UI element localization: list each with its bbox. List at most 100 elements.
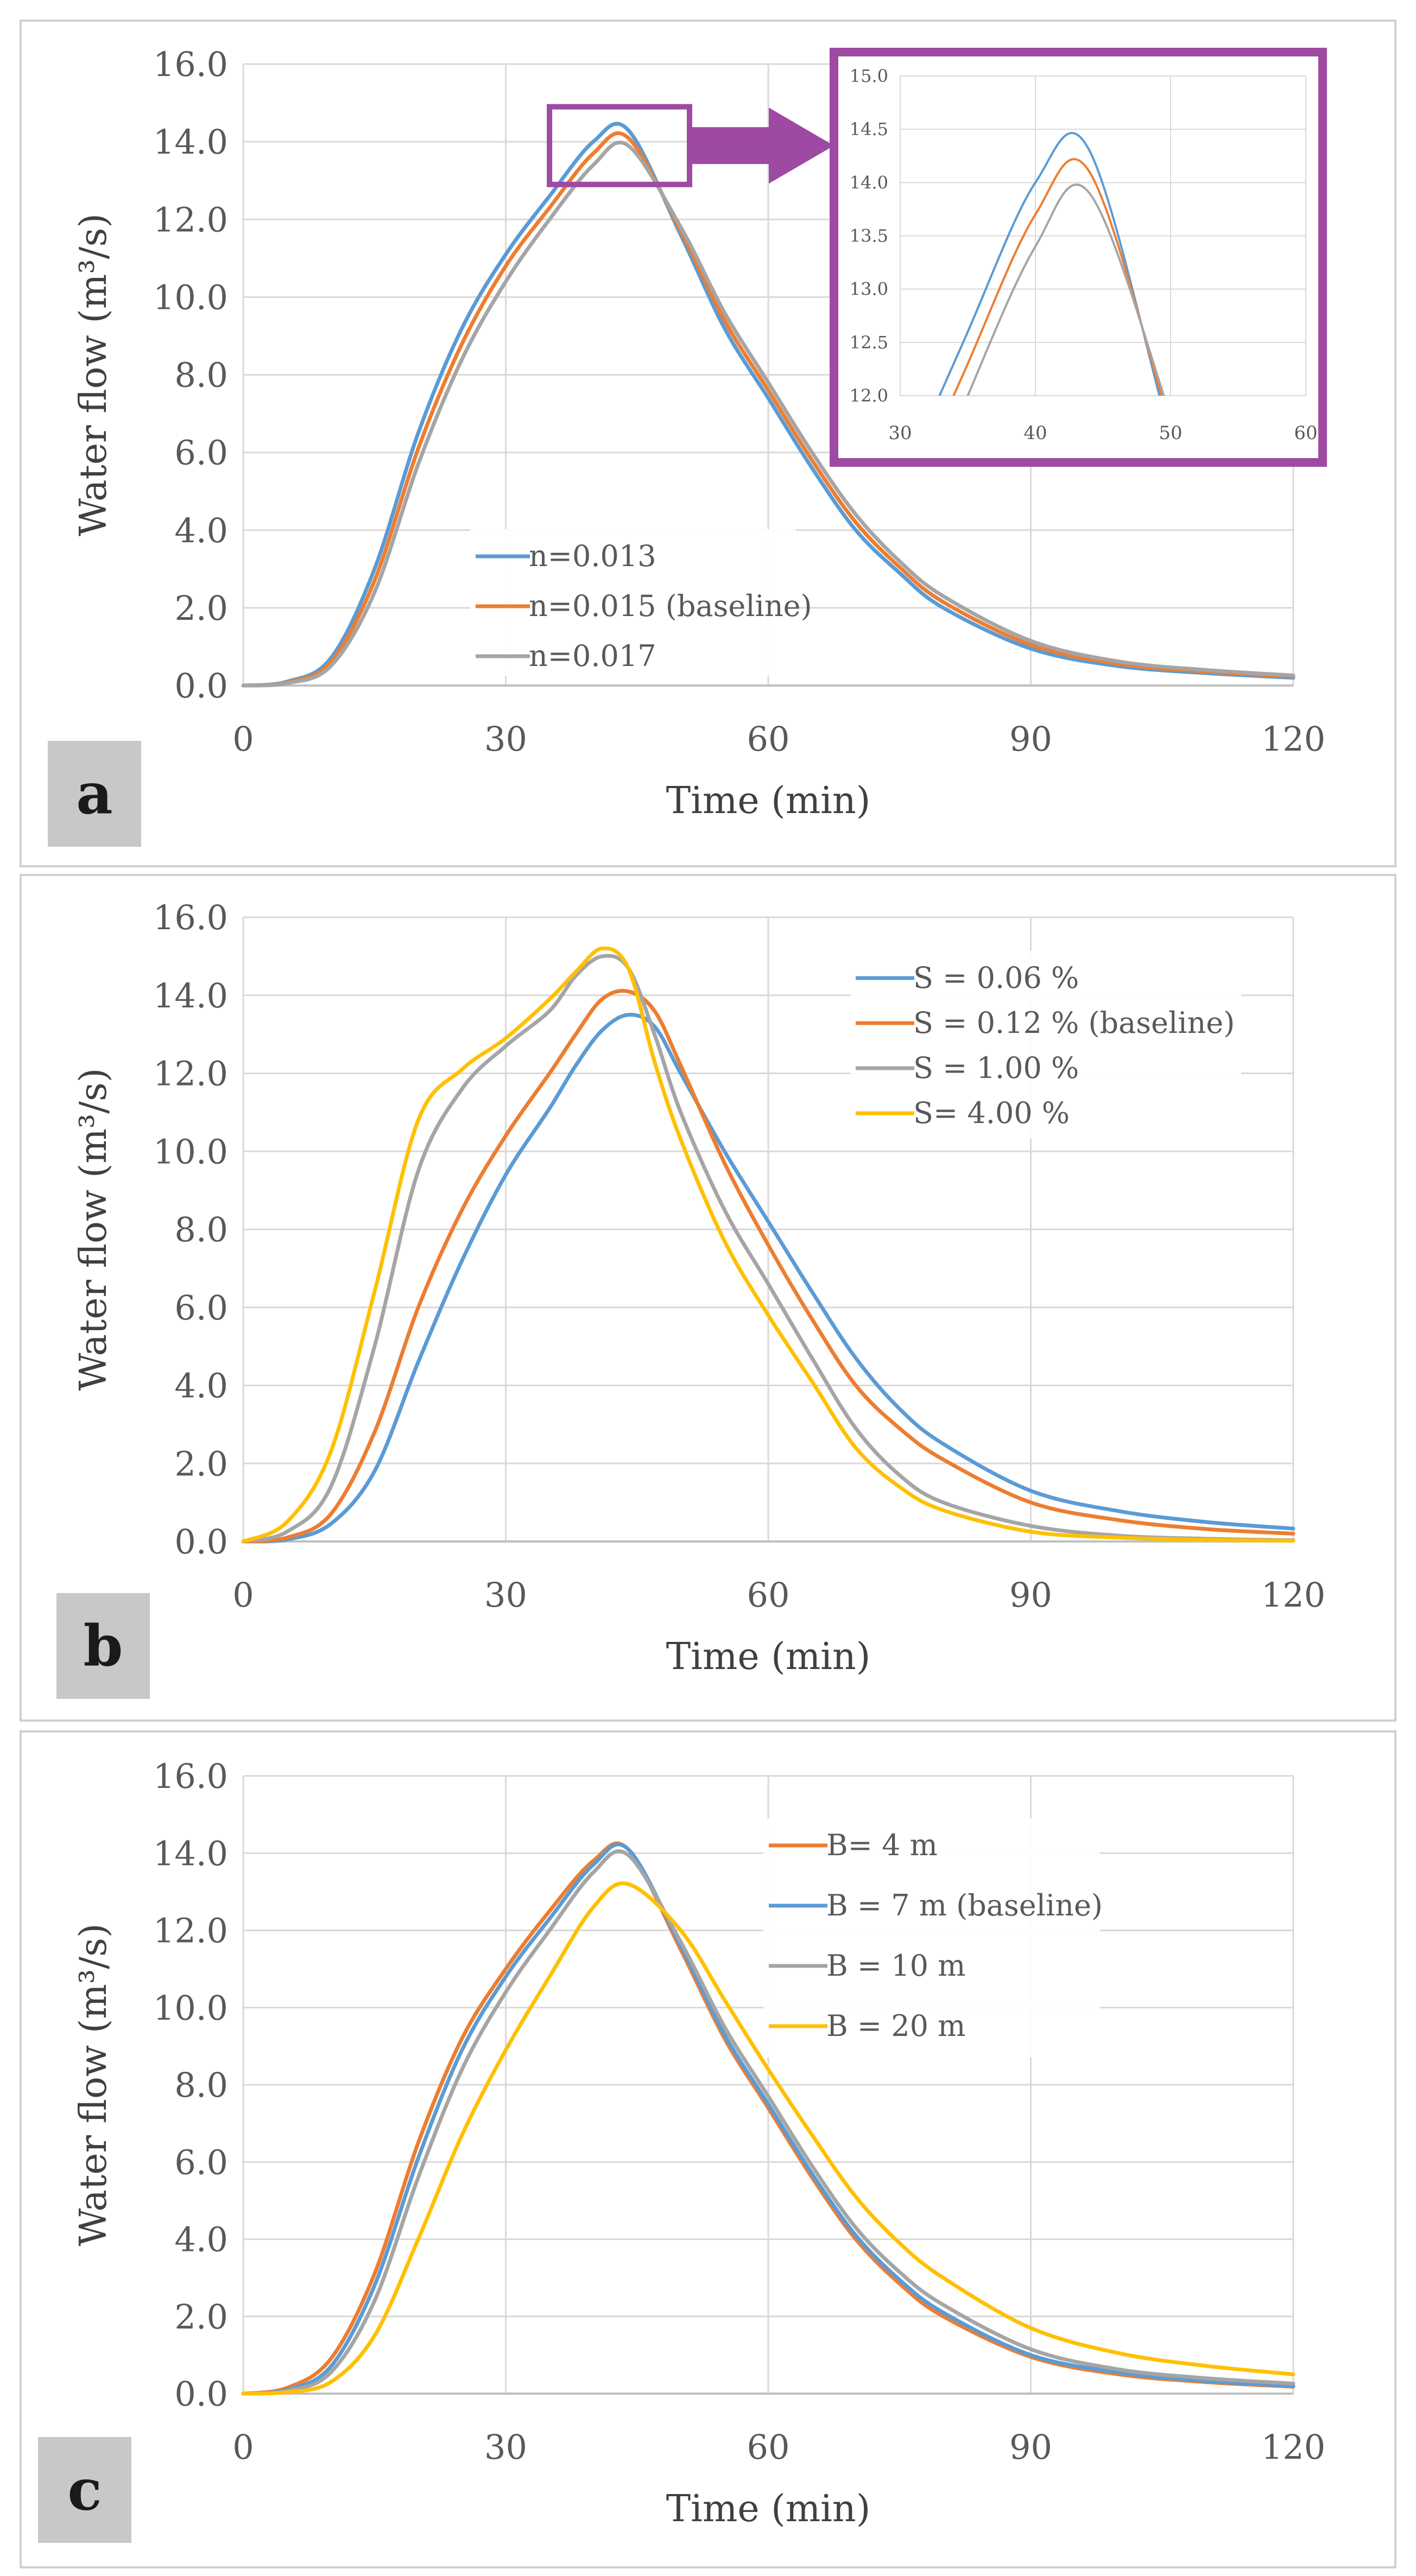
legend: S = 0.06 % S = 0.12 % (baseline) S = 1.00 …	[850, 951, 1241, 1138]
panel-tag-label: b	[84, 1613, 123, 1679]
legend-label: S= 4.00 %	[913, 1096, 1070, 1130]
legend-label: B = 20 m	[826, 2009, 965, 2043]
inset-series-line-1	[952, 158, 1163, 396]
panel-a-chart: 0.0 2.0 4.0 6.0 8.0 10.0 12.0 14.0 16.0 0 30 60 90 12…	[48, 45, 1327, 847]
inset-x-tick-label: 50	[1159, 422, 1182, 444]
legend-label: B = 7 m (baseline)	[826, 1888, 1103, 1923]
y-tick-label: 2.0	[174, 1444, 228, 1483]
x-tick-label: 0	[232, 719, 254, 759]
x-tick-label: 60	[747, 1575, 790, 1615]
panel-tag-label: a	[76, 760, 112, 827]
panel-tag-label: c	[67, 2457, 102, 2523]
y-tick-label: 2.0	[174, 2297, 228, 2337]
x-tick-label: 0	[232, 1575, 254, 1615]
x-tick-label: 90	[1009, 2427, 1052, 2467]
y-tick-label: 10.0	[153, 277, 228, 317]
y-tick-label: 10.0	[153, 1988, 228, 2028]
series-line-2	[241, 1849, 1295, 2396]
inset-series-line-2	[966, 183, 1165, 396]
y-tick-label: 2.0	[174, 588, 228, 628]
x-tick-label: 30	[484, 719, 527, 759]
inset-y-tick-label: 13.5	[850, 226, 888, 246]
inset-x-tick-label: 40	[1023, 422, 1047, 444]
legend-background	[850, 951, 1241, 1138]
legend-background	[763, 1818, 1100, 2057]
series-line-1	[241, 988, 1295, 1544]
inset-y-tick-label: 15.0	[850, 66, 888, 86]
inset-x-tick-label: 30	[888, 422, 912, 444]
panel-c-chart: 0.0 2.0 4.0 6.0 8.0 10.0 12.0 14.0 16.0 0 30 60 90 12…	[38, 1756, 1325, 2543]
inset-y-tick-label: 14.5	[850, 119, 888, 139]
inset-frame	[830, 48, 1327, 467]
y-tick-label: 4.0	[174, 2220, 228, 2260]
panel-tag-box	[56, 1593, 150, 1699]
x-tick-label: 30	[484, 1575, 527, 1615]
legend-label: B= 4 m	[826, 1828, 938, 1862]
y-tick-label: 8.0	[174, 2065, 228, 2105]
panel-tag-box	[38, 2437, 131, 2543]
x-tick-label: 60	[747, 2427, 790, 2467]
legend-label: B = 10 m	[826, 1949, 965, 1983]
y-tick-label: 6.0	[174, 433, 228, 473]
legend-label: S = 0.12 % (baseline)	[913, 1006, 1235, 1040]
legend: B= 4 m B = 7 m (baseline) B = 10 m B = 20 m	[763, 1818, 1103, 2057]
legend-label: n=0.013	[529, 539, 656, 573]
legend-label: S = 0.06 %	[913, 961, 1079, 995]
zoom-arrow	[689, 107, 834, 184]
zoom-region-box	[547, 104, 692, 187]
series-line-2	[241, 141, 1295, 688]
y-axis-title: Water flow (m³/s)	[72, 213, 115, 536]
inset-x-tick-label: 60	[1294, 422, 1317, 444]
x-axis-title: Time (min)	[666, 779, 871, 822]
y-tick-label: 0.0	[174, 1522, 228, 1562]
inset-y-tick-label: 12.5	[850, 332, 888, 353]
y-axis-title: Water flow (m³/s)	[72, 1924, 115, 2247]
x-tick-label: 90	[1009, 719, 1052, 759]
y-tick-label: 10.0	[153, 1132, 228, 1171]
y-tick-label: 8.0	[174, 356, 228, 395]
inset-chart: 12.0 12.5 13.0 13.5 14.0 14.5 15.0 30 40 50 60	[830, 48, 1327, 467]
y-tick-label: 16.0	[153, 1756, 228, 1796]
y-tick-label: 12.0	[153, 1054, 228, 1094]
y-tick-label: 6.0	[174, 1288, 228, 1328]
legend-label: n=0.015 (baseline)	[529, 589, 812, 623]
y-tick-label: 0.0	[174, 666, 228, 706]
x-tick-label: 0	[232, 2427, 254, 2467]
panel-b-chart: 0.0 2.0 4.0 6.0 8.0 10.0 12.0 14.0 16.0 0 30 60 90 12…	[56, 898, 1325, 1699]
x-tick-label: 30	[484, 2427, 527, 2467]
legend-label: n=0.017	[529, 639, 656, 673]
y-tick-label: 14.0	[153, 122, 228, 162]
series-line-0	[241, 1013, 1295, 1544]
y-tick-label: 16.0	[153, 898, 228, 937]
x-tick-label: 120	[1261, 1575, 1325, 1615]
inset-y-tick-label: 14.0	[850, 172, 888, 193]
x-axis-title: Time (min)	[666, 2488, 871, 2530]
inset-y-tick-label: 12.0	[850, 385, 888, 406]
series-line-1	[241, 131, 1295, 688]
panel-c-frame	[20, 1730, 1396, 2568]
x-tick-label: 120	[1261, 2427, 1325, 2467]
y-tick-label: 6.0	[174, 2142, 228, 2182]
legend-background	[470, 529, 796, 676]
y-tick-label: 16.0	[153, 45, 228, 84]
y-tick-label: 4.0	[174, 511, 228, 550]
y-axis-title: Water flow (m³/s)	[72, 1068, 115, 1391]
y-tick-label: 0.0	[174, 2374, 228, 2414]
panel-tag-box	[48, 741, 141, 847]
legend-label: S = 1.00 %	[913, 1051, 1079, 1085]
inset-y-tick-label: 13.0	[850, 279, 888, 300]
y-tick-label: 14.0	[153, 1833, 228, 1873]
y-tick-label: 8.0	[174, 1210, 228, 1249]
series-line-2	[241, 954, 1295, 1544]
y-tick-label: 4.0	[174, 1366, 228, 1406]
x-axis-title: Time (min)	[666, 1635, 871, 1678]
y-tick-label: 12.0	[153, 200, 228, 239]
x-tick-label: 120	[1261, 719, 1325, 759]
legend: n=0.013 n=0.015 (baseline) n=0.017	[470, 529, 812, 676]
y-tick-label: 12.0	[153, 1911, 228, 1951]
series-line-3	[241, 1881, 1295, 2396]
y-tick-label: 14.0	[153, 976, 228, 1016]
series-line-3	[241, 946, 1295, 1544]
x-tick-label: 90	[1009, 1575, 1052, 1615]
